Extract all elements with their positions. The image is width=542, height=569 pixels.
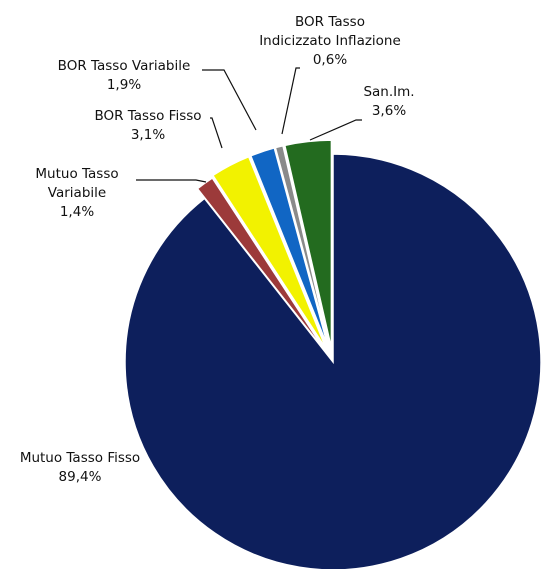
slice-bor-tasso-variabile bbox=[249, 147, 330, 350]
slice-label-mutuo-tasso-variabile: Variabile bbox=[48, 185, 106, 201]
leader-line-bor-tasso-indicizzato-inflazione bbox=[281, 67, 300, 135]
slice-label-bor-tasso-variabile: BOR Tasso Variabile bbox=[58, 58, 191, 74]
slice-labels: Mutuo Tasso Fisso 89,4% Mutuo Tasso Variabi… bbox=[20, 14, 415, 485]
slice-label-san-im: San.Im. bbox=[363, 84, 414, 100]
slice-label-mutuo-tasso-fisso: Mutuo Tasso Fisso bbox=[20, 450, 140, 466]
pie-slices bbox=[124, 139, 542, 569]
slice-mutuo-tasso-fisso bbox=[124, 153, 542, 569]
leader-line-bor-tasso-fisso bbox=[210, 117, 223, 149]
slice-san-im bbox=[283, 139, 333, 349]
slice-label-bor-tasso-indicizzato-inflazione: Indicizzato Inflazione bbox=[259, 33, 401, 49]
leader-line-bor-tasso-variabile bbox=[202, 69, 257, 131]
value-label-mutuo-tasso-fisso: 89,4% bbox=[59, 469, 102, 485]
slice-bor-tasso-fisso bbox=[211, 155, 328, 350]
leader-line-mutuo-tasso-variabile bbox=[136, 179, 207, 183]
leader-lines bbox=[136, 67, 362, 183]
value-label-bor-tasso-variabile: 1,9% bbox=[107, 77, 141, 93]
leader-line-san-im bbox=[309, 119, 362, 141]
value-label-san-im: 3,6% bbox=[372, 103, 406, 119]
slice-label-bor-tasso-fisso: BOR Tasso Fisso bbox=[94, 108, 201, 124]
slice-bor-tasso-indicizzato-inflazione bbox=[274, 144, 331, 349]
value-label-mutuo-tasso-variabile: 1,4% bbox=[60, 204, 94, 220]
slice-mutuo-tasso-variabile bbox=[196, 177, 327, 353]
value-label-bor-tasso-fisso: 3,1% bbox=[131, 127, 165, 143]
slice-label-mutuo-tasso-variabile: Mutuo Tasso bbox=[35, 166, 118, 182]
value-label-bor-tasso-indicizzato-inflazione: 0,6% bbox=[313, 52, 347, 68]
slice-label-bor-tasso-indicizzato-inflazione: BOR Tasso bbox=[295, 14, 365, 30]
